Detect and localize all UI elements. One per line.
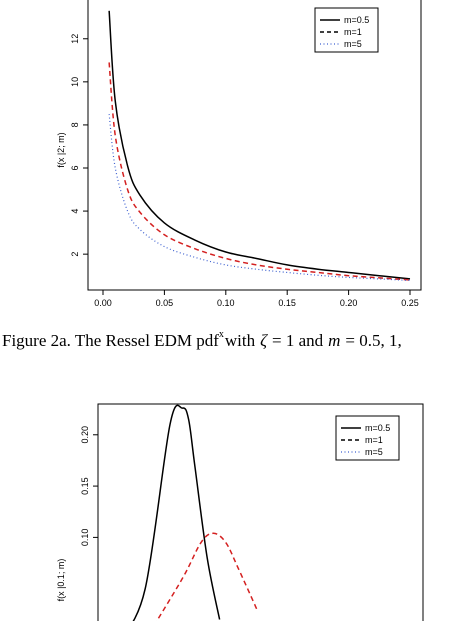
legend-label-m5-bottom: m=5 [365,447,383,457]
legend-top: m=0.5 m=1 m=5 [314,7,379,53]
series-line-0 [108,10,411,280]
x-tick-label: 0.05 [156,298,174,308]
series-line-1 [108,62,411,281]
y-tick-label: 10 [70,77,80,87]
x-tick-label: 0.25 [401,298,419,308]
legend-bottom: m=0.5 m=1 m=5 [335,415,400,461]
caption-superscript: x [219,329,224,340]
caption-prefix: Figure 2a. The Ressel EDM pdf [2,331,219,350]
figure-caption: Figure 2a. The Ressel EDM pdfxwith ζ = 1 a… [2,329,402,350]
y-tick-label: 12 [70,34,80,44]
x-tick-label: 0.15 [278,298,296,308]
y-tick-label: 0.20 [80,426,90,444]
legend-label-m1-top: m=1 [344,27,362,37]
series-line-0 [132,404,221,621]
y-tick-label: 0.10 [80,529,90,547]
legend-label-m5-top: m=5 [344,39,362,49]
chart-top: f(x |2; m) 2 4 6 8 10 12 0.00 0.05 0.10 0.15 0.20… [56,0,422,308]
chart-bottom: f(x |0.1; m) 0.10 0.15 0.20 m=0.5 m=1 m=5 [56,403,424,621]
y-tick-label: 8 [70,122,80,127]
x-tick-label: 0.20 [340,298,358,308]
caption-eq1: = 1 and [272,331,324,350]
legend-label-m1-bottom: m=1 [365,435,383,445]
legend-label-m05-bottom: m=0.5 [365,423,390,433]
caption-with: with [225,331,256,350]
y-tick-label: 0.15 [80,477,90,495]
y-tick-label: 6 [70,165,80,170]
y-tick-label: 4 [70,209,80,214]
caption-m: m [328,331,340,350]
x-tick-label: 0.00 [94,298,112,308]
y-tick-label: 2 [70,252,80,257]
legend-box-bottom [335,415,400,461]
series-line-1 [155,532,258,621]
x-tick-label: 0.10 [217,298,235,308]
caption-zeta: ζ [260,331,268,350]
series-line-2 [108,114,411,282]
legend-label-m05-top: m=0.5 [344,15,369,25]
caption-eq2: = 0.5, 1, [345,331,401,350]
y-axis-label-bottom: f(x |0.1; m) [56,559,66,602]
y-axis-label-top: f(x |2; m) [56,132,66,167]
legend-box-top [314,7,379,53]
